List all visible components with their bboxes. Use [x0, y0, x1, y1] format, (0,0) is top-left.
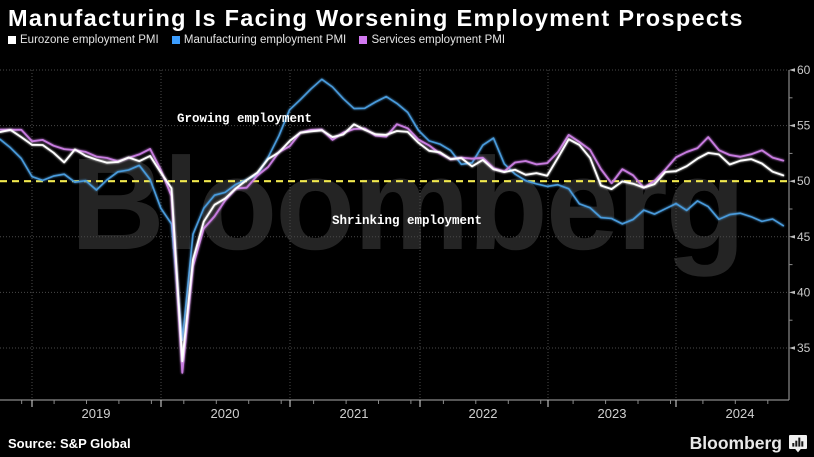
- svg-text:Growing employment: Growing employment: [177, 112, 312, 126]
- svg-text:2020: 2020: [211, 406, 240, 421]
- svg-text:2022: 2022: [469, 406, 498, 421]
- svg-text:2024: 2024: [726, 406, 755, 421]
- svg-text:50: 50: [797, 174, 811, 188]
- svg-text:2023: 2023: [598, 406, 627, 421]
- svg-text:40: 40: [797, 285, 811, 299]
- svg-text:45: 45: [797, 230, 811, 244]
- svg-text:Shrinking employment: Shrinking employment: [332, 214, 482, 228]
- svg-text:35: 35: [797, 341, 811, 355]
- svg-text:60: 60: [797, 63, 811, 77]
- svg-text:2021: 2021: [340, 406, 369, 421]
- svg-text:55: 55: [797, 119, 811, 133]
- svg-text:2019: 2019: [82, 406, 111, 421]
